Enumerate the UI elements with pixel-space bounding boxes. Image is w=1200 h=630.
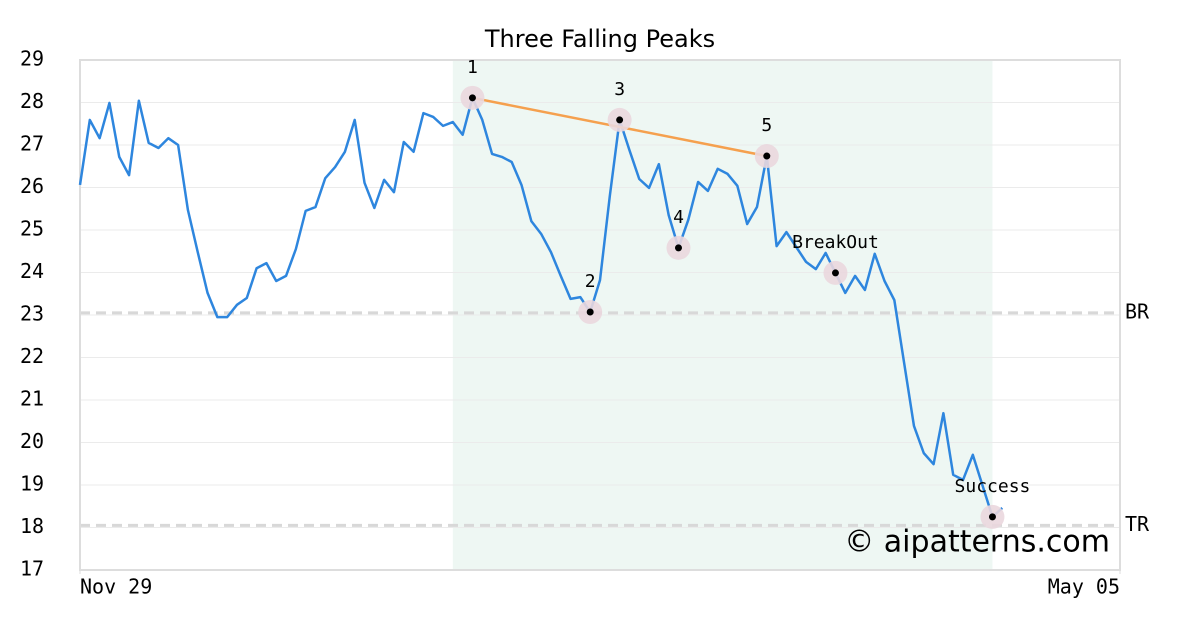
y-tick-label: 29: [20, 47, 44, 71]
price-line: [78, 96, 1004, 519]
level-label: TR: [1125, 512, 1150, 536]
pivot-dot: [831, 269, 839, 277]
y-tick-label: 25: [20, 217, 44, 241]
y-tick-label: 26: [20, 174, 44, 198]
x-tick-label: Nov 29: [80, 575, 152, 599]
y-tick-label: 24: [20, 259, 44, 283]
pivot-label: BreakOut: [792, 232, 879, 253]
pivot-dot: [586, 308, 594, 316]
pivot-dot: [988, 513, 996, 521]
y-tick-label: 19: [20, 472, 44, 496]
pivot-label: 3: [614, 79, 625, 100]
y-tick-label: 21: [20, 387, 44, 411]
y-tick-label: 28: [20, 89, 44, 113]
y-tick-label: 17: [20, 557, 44, 581]
pivot-label: 2: [585, 271, 596, 292]
pivot-label: Success: [955, 476, 1031, 497]
pivot-dot: [674, 244, 682, 252]
pivot-dot: [763, 152, 771, 160]
plot-frame: [79, 59, 1121, 571]
y-tick-label: 23: [20, 302, 44, 326]
y-tick-label: 18: [20, 514, 44, 538]
pivot-dot: [616, 116, 624, 124]
pivot-label: 4: [673, 207, 684, 228]
y-tick-label: 22: [20, 344, 44, 368]
pivot-label: 5: [761, 115, 772, 136]
chart-title: Three Falling Peaks: [484, 25, 715, 53]
y-tick-label: 27: [20, 132, 44, 156]
watermark: © aipatterns.com: [844, 525, 1110, 560]
y-tick-label: 20: [20, 429, 44, 453]
level-label: BR: [1125, 299, 1150, 323]
x-tick-label: May 05: [1048, 575, 1120, 599]
pivot-dot: [468, 94, 476, 102]
pivot-label: 1: [467, 57, 478, 78]
